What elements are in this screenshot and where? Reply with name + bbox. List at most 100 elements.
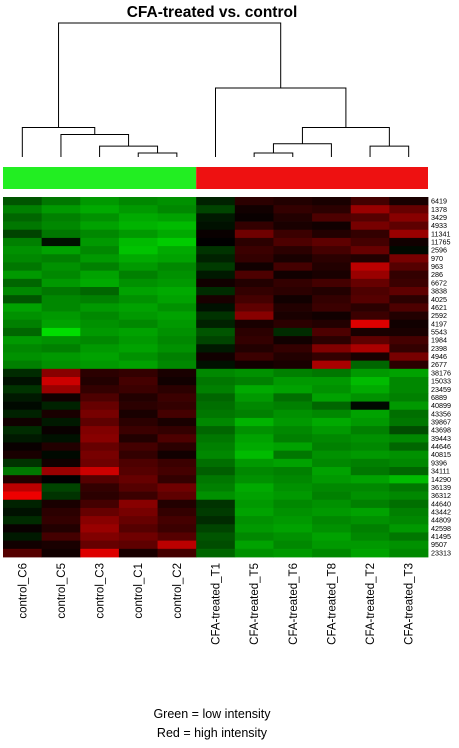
heatmap-cell: [312, 270, 352, 280]
row-label: 41495: [431, 532, 451, 541]
heatmap-cell: [3, 434, 43, 443]
heatmap-cell: [196, 319, 236, 329]
row-label: 39867: [431, 418, 451, 427]
heatmap-cell: [196, 327, 236, 337]
heatmap-cell: [273, 409, 313, 419]
heatmap-cell: [80, 467, 120, 476]
heatmap-cell: [196, 393, 236, 402]
heatmap-cell: [118, 426, 158, 435]
heatmap-cell: [118, 270, 158, 280]
heatmap-cell: [196, 475, 236, 484]
heatmap-cell: [350, 385, 390, 394]
heatmap-cell: [41, 393, 81, 402]
heatmap-cell: [3, 417, 43, 427]
heatmap-cell: [41, 401, 81, 411]
heatmap-cell: [350, 426, 390, 435]
heatmap-cell: [234, 450, 274, 460]
heatmap-cell: [273, 246, 313, 255]
heatmap-cell: [234, 213, 274, 222]
heatmap-cell: [41, 229, 81, 239]
heatmap-cell: [312, 246, 352, 255]
heatmap-cell: [118, 548, 158, 558]
heatmap-cell: [3, 368, 43, 378]
heatmap-cell: [196, 295, 236, 304]
heatmap-cell: [312, 458, 352, 468]
heatmap-cell: [350, 352, 390, 362]
heatmap-cell: [234, 270, 274, 280]
heatmap-cell: [389, 254, 429, 263]
heatmap-cell: [273, 377, 313, 386]
heatmap-cell: [3, 499, 43, 509]
heatmap-cell: [312, 385, 352, 394]
heatmap-cell: [41, 254, 81, 263]
heatmap-cell: [273, 319, 313, 329]
heatmap-cell: [3, 229, 43, 239]
heatmap-cell: [157, 246, 197, 255]
heatmap-cell: [196, 311, 236, 321]
heatmap-cell: [41, 540, 81, 550]
heatmap-cell: [3, 524, 43, 533]
heatmap-cell: [234, 467, 274, 476]
row-label: 6419: [431, 197, 447, 206]
heatmap-cell: [41, 507, 81, 517]
heatmap-cell: [157, 434, 197, 443]
heatmap-cell: [350, 237, 390, 247]
row-label: 43442: [431, 508, 451, 517]
heatmap-cell: [196, 197, 236, 206]
heatmap-cell: [273, 491, 313, 501]
column-label: control_C3: [95, 563, 107, 619]
heatmap-cell: [312, 295, 352, 304]
heatmap-cell: [350, 327, 390, 337]
heatmap-cell: [41, 458, 81, 468]
heatmap-cell: [389, 270, 429, 280]
heatmap-cell: [312, 360, 352, 370]
heatmap-cell: [273, 336, 313, 345]
row-label: 6672: [431, 278, 447, 287]
heatmap-cell: [312, 352, 352, 362]
row-label: 9507: [431, 540, 447, 549]
row-label: 44646: [431, 442, 451, 451]
row-label: 2398: [431, 344, 447, 353]
heatmap-cell: [118, 237, 158, 247]
heatmap-cell: [273, 303, 313, 312]
heatmap-cell: [118, 499, 158, 509]
heatmap-cell: [350, 295, 390, 304]
heatmap-cell: [389, 237, 429, 247]
heatmap-cell: [80, 287, 120, 296]
heatmap-cell: [234, 344, 274, 353]
heatmap-cell: [80, 450, 120, 460]
heatmap-cell: [312, 548, 352, 558]
row-label: 40899: [431, 401, 451, 410]
heatmap-cell: [234, 237, 274, 247]
heatmap-cell: [350, 524, 390, 533]
heatmap-cell: [350, 246, 390, 255]
heatmap-cell: [157, 327, 197, 337]
heatmap-cell: [41, 524, 81, 533]
heatmap-cell: [234, 417, 274, 427]
row-label: 23313: [431, 548, 451, 557]
heatmap-cell: [196, 352, 236, 362]
heatmap-cell: [273, 393, 313, 402]
heatmap-cell: [273, 458, 313, 468]
heatmap-cell: [312, 319, 352, 329]
heatmap-cell: [41, 319, 81, 329]
heatmap-cell: [157, 467, 197, 476]
heatmap-cell: [389, 229, 429, 239]
heatmap-cell: [3, 377, 43, 386]
dendrogram-branch: [272, 143, 332, 157]
heatmap-cell: [157, 540, 197, 550]
heatmap-cell: [234, 401, 274, 411]
heatmap-cell: [273, 467, 313, 476]
heatmap-cell: [312, 524, 352, 533]
heatmap-cell: [234, 262, 274, 272]
heatmap-cell: [234, 368, 274, 378]
heatmap-cell: [3, 303, 43, 312]
heatmap-cell: [350, 197, 390, 206]
heatmap-cell: [273, 532, 313, 542]
row-label: 2592: [431, 311, 447, 320]
heatmap-cell: [157, 532, 197, 542]
heatmap-cell: [80, 483, 120, 492]
heatmap-cell: [234, 352, 274, 362]
heatmap-cell: [312, 311, 352, 321]
heatmap-cell: [196, 401, 236, 411]
